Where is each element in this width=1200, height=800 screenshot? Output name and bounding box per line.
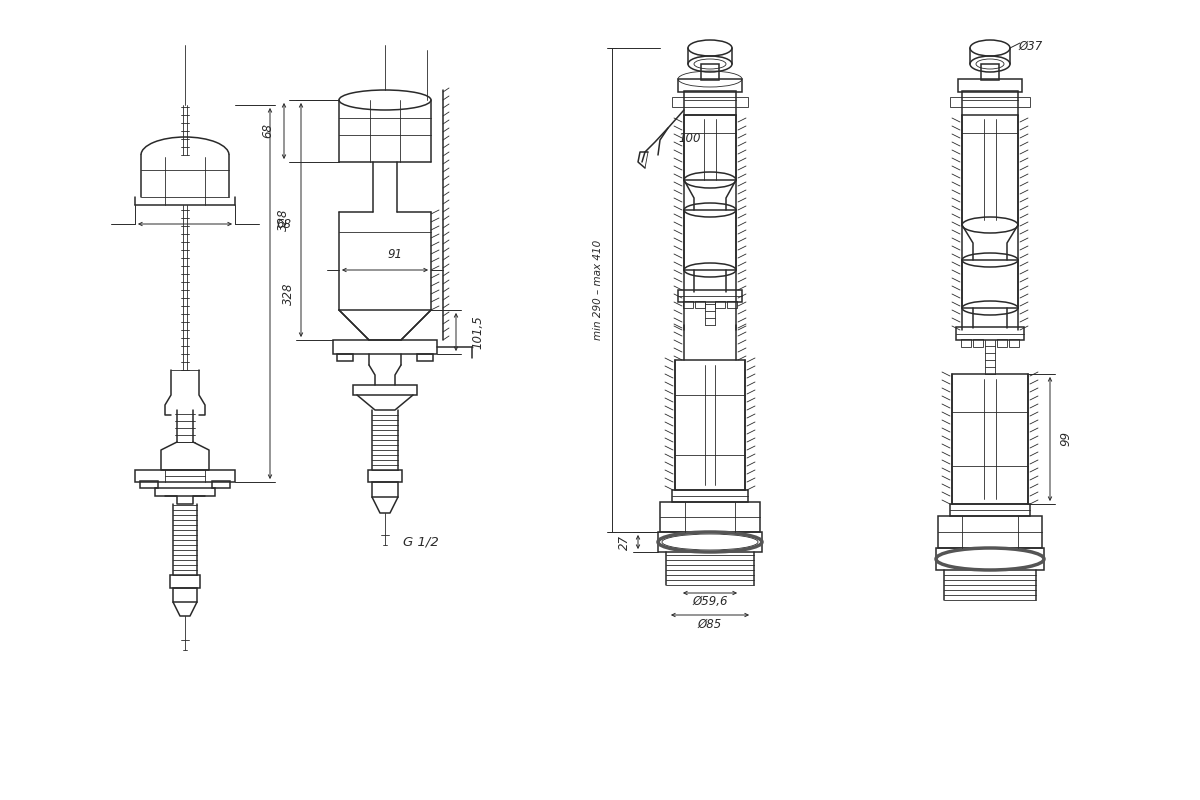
Bar xyxy=(155,488,215,496)
Bar xyxy=(418,354,433,361)
Bar xyxy=(936,548,1044,570)
Bar xyxy=(212,481,230,488)
Bar xyxy=(678,79,742,92)
Bar xyxy=(997,339,1007,347)
Text: 68: 68 xyxy=(262,123,275,138)
Bar xyxy=(353,385,418,395)
Text: 328: 328 xyxy=(276,209,289,231)
Text: Ø37: Ø37 xyxy=(1018,39,1043,53)
Bar xyxy=(368,470,402,482)
Bar xyxy=(134,470,235,482)
Bar xyxy=(684,115,736,180)
Bar xyxy=(715,301,725,308)
Text: 328: 328 xyxy=(282,282,294,305)
Bar xyxy=(695,301,706,308)
Bar xyxy=(678,290,742,302)
Bar xyxy=(956,327,1024,340)
Bar xyxy=(674,360,745,490)
Text: 100: 100 xyxy=(679,131,701,145)
Text: 101,5: 101,5 xyxy=(472,315,485,349)
Bar xyxy=(334,340,437,354)
Text: Ø59,6: Ø59,6 xyxy=(692,595,727,609)
Bar xyxy=(958,79,1022,92)
Bar xyxy=(684,210,736,270)
Bar xyxy=(684,91,736,115)
Bar xyxy=(660,502,760,532)
Bar xyxy=(950,504,1030,516)
Bar xyxy=(950,97,1030,107)
Bar xyxy=(140,481,158,488)
Text: 99: 99 xyxy=(1060,431,1073,446)
Text: G 1/2: G 1/2 xyxy=(403,535,439,549)
Text: 27: 27 xyxy=(618,534,630,550)
Bar xyxy=(982,64,998,80)
Bar xyxy=(701,64,719,80)
Bar xyxy=(658,532,762,552)
Bar xyxy=(170,575,200,588)
Text: Ø85: Ø85 xyxy=(698,618,722,630)
Bar xyxy=(938,516,1042,548)
Bar xyxy=(973,339,983,347)
Text: 68: 68 xyxy=(276,218,292,230)
Text: 91: 91 xyxy=(388,247,402,261)
Bar xyxy=(962,91,1018,115)
Bar xyxy=(173,588,197,602)
Bar xyxy=(961,339,971,347)
Bar xyxy=(372,482,398,497)
Bar xyxy=(337,354,353,361)
Bar xyxy=(672,490,748,502)
Bar xyxy=(727,301,737,308)
Bar xyxy=(672,97,748,107)
Bar xyxy=(962,260,1018,308)
Bar xyxy=(683,301,694,308)
Bar xyxy=(1009,339,1019,347)
Text: min 290 – max 410: min 290 – max 410 xyxy=(593,240,604,340)
Bar xyxy=(952,374,1028,504)
